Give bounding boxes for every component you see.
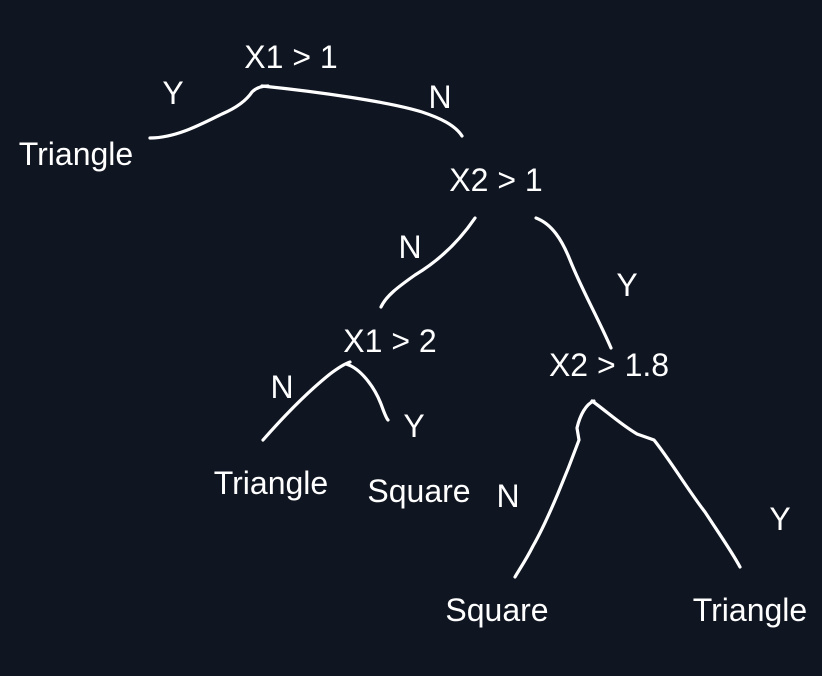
edge-x2gt18-no: [513, 399, 596, 579]
edge-root-no: [260, 84, 464, 138]
leaf-x2gt18-no: Square: [445, 592, 548, 628]
edge-x2gt18-yes: [590, 399, 742, 569]
edge-x2gt1-yes: [534, 216, 613, 350]
x1gt2-condition: X1 > 2: [343, 323, 436, 359]
leaf-x1gt2-no: Triangle: [214, 465, 328, 501]
x2gt1-no-label: N: [398, 229, 421, 265]
root-condition: X1 > 1: [244, 39, 337, 75]
root-no-label: N: [428, 79, 451, 115]
x1gt2-yes-label: Y: [403, 408, 424, 444]
leaf-root-yes: Triangle: [19, 136, 133, 172]
x2gt1-yes-label: Y: [616, 267, 637, 303]
x2gt18-yes-label: Y: [769, 501, 790, 537]
edge-x1gt2-no: [261, 360, 352, 442]
x2gt18-condition: X2 > 1.8: [549, 347, 669, 383]
leaf-x2gt18-yes: Triangle: [693, 592, 807, 628]
edge-root-yes: [148, 84, 270, 140]
x2gt1-condition: X2 > 1: [449, 162, 542, 198]
x1gt2-no-label: N: [270, 369, 293, 405]
root-yes-label: Y: [162, 75, 183, 111]
edge-x2gt1-no: [379, 216, 477, 309]
leaf-x1gt2-yes: Square: [367, 473, 470, 509]
edge-x1gt2-yes: [344, 362, 390, 422]
x2gt18-no-label: N: [496, 478, 519, 514]
